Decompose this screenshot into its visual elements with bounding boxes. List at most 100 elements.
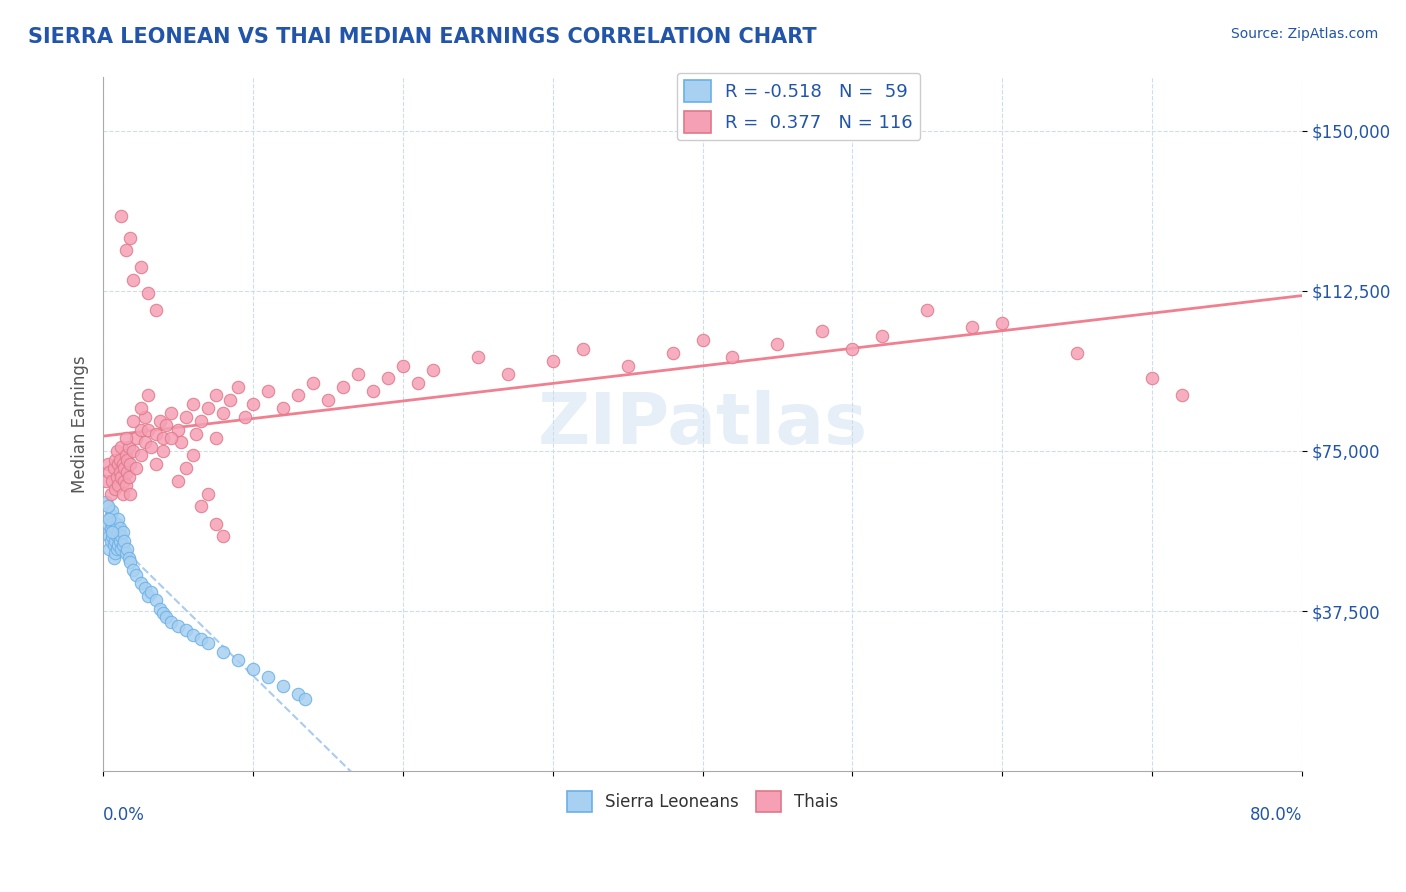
Point bbox=[105, 444, 128, 458]
Point bbox=[103, 538, 125, 552]
Point bbox=[302, 376, 325, 390]
Point bbox=[134, 581, 156, 595]
Point bbox=[100, 486, 122, 500]
Point bbox=[103, 461, 125, 475]
Point bbox=[107, 538, 129, 552]
Point bbox=[103, 550, 125, 565]
Point bbox=[120, 555, 142, 569]
Point bbox=[377, 371, 399, 385]
Point bbox=[108, 466, 131, 480]
Point bbox=[134, 435, 156, 450]
Point bbox=[145, 426, 167, 441]
Point bbox=[152, 444, 174, 458]
Point bbox=[174, 624, 197, 638]
Point bbox=[204, 388, 226, 402]
Point bbox=[167, 423, 190, 437]
Point bbox=[136, 423, 159, 437]
Point bbox=[721, 350, 744, 364]
Point bbox=[204, 516, 226, 531]
Point bbox=[872, 328, 894, 343]
Point bbox=[496, 367, 519, 381]
Point bbox=[136, 589, 159, 603]
Point bbox=[271, 401, 294, 416]
Point bbox=[112, 533, 135, 548]
Point bbox=[105, 542, 128, 557]
Point bbox=[294, 691, 316, 706]
Point bbox=[134, 409, 156, 424]
Point bbox=[114, 478, 136, 492]
Point bbox=[129, 423, 152, 437]
Point bbox=[811, 325, 834, 339]
Point bbox=[120, 457, 142, 471]
Point bbox=[190, 632, 212, 646]
Point bbox=[122, 414, 145, 428]
Point bbox=[287, 687, 309, 701]
Point bbox=[104, 452, 127, 467]
Point bbox=[136, 388, 159, 402]
Point bbox=[117, 469, 139, 483]
Point bbox=[100, 508, 122, 522]
Point bbox=[197, 636, 219, 650]
Point bbox=[105, 516, 128, 531]
Point bbox=[105, 469, 128, 483]
Point bbox=[115, 452, 138, 467]
Point bbox=[111, 538, 134, 552]
Point bbox=[152, 606, 174, 620]
Point bbox=[661, 345, 683, 359]
Point bbox=[98, 512, 121, 526]
Point bbox=[110, 529, 132, 543]
Point bbox=[347, 367, 370, 381]
Point bbox=[155, 418, 177, 433]
Legend: Sierra Leoneans, Thais: Sierra Leoneans, Thais bbox=[560, 785, 845, 818]
Point bbox=[204, 431, 226, 445]
Point bbox=[917, 303, 939, 318]
Point bbox=[361, 384, 384, 399]
Point bbox=[110, 209, 132, 223]
Point bbox=[571, 342, 593, 356]
Point bbox=[145, 457, 167, 471]
Point bbox=[100, 521, 122, 535]
Point bbox=[129, 401, 152, 416]
Point bbox=[257, 670, 280, 684]
Point bbox=[129, 448, 152, 462]
Point bbox=[94, 474, 117, 488]
Point bbox=[108, 533, 131, 548]
Point bbox=[226, 653, 249, 667]
Point bbox=[97, 457, 120, 471]
Point bbox=[125, 431, 148, 445]
Point bbox=[110, 469, 132, 483]
Point bbox=[122, 444, 145, 458]
Point bbox=[139, 585, 162, 599]
Point bbox=[94, 495, 117, 509]
Point bbox=[1140, 371, 1163, 385]
Point bbox=[97, 500, 120, 514]
Point bbox=[159, 405, 181, 419]
Point bbox=[129, 576, 152, 591]
Text: 0.0%: 0.0% bbox=[103, 805, 145, 824]
Point bbox=[104, 521, 127, 535]
Point bbox=[145, 303, 167, 318]
Point bbox=[174, 461, 197, 475]
Point bbox=[114, 546, 136, 560]
Point bbox=[287, 388, 309, 402]
Point bbox=[219, 392, 242, 407]
Point bbox=[125, 461, 148, 475]
Point bbox=[242, 662, 264, 676]
Point bbox=[242, 397, 264, 411]
Point bbox=[257, 384, 280, 399]
Point bbox=[467, 350, 489, 364]
Point bbox=[766, 337, 789, 351]
Point bbox=[392, 359, 415, 373]
Point bbox=[212, 645, 235, 659]
Point bbox=[167, 619, 190, 633]
Point bbox=[332, 380, 354, 394]
Point bbox=[107, 478, 129, 492]
Point bbox=[108, 452, 131, 467]
Point bbox=[190, 500, 212, 514]
Text: SIERRA LEONEAN VS THAI MEDIAN EARNINGS CORRELATION CHART: SIERRA LEONEAN VS THAI MEDIAN EARNINGS C… bbox=[28, 27, 817, 46]
Point bbox=[316, 392, 339, 407]
Point bbox=[145, 593, 167, 607]
Point bbox=[115, 542, 138, 557]
Point bbox=[139, 440, 162, 454]
Point bbox=[101, 525, 124, 540]
